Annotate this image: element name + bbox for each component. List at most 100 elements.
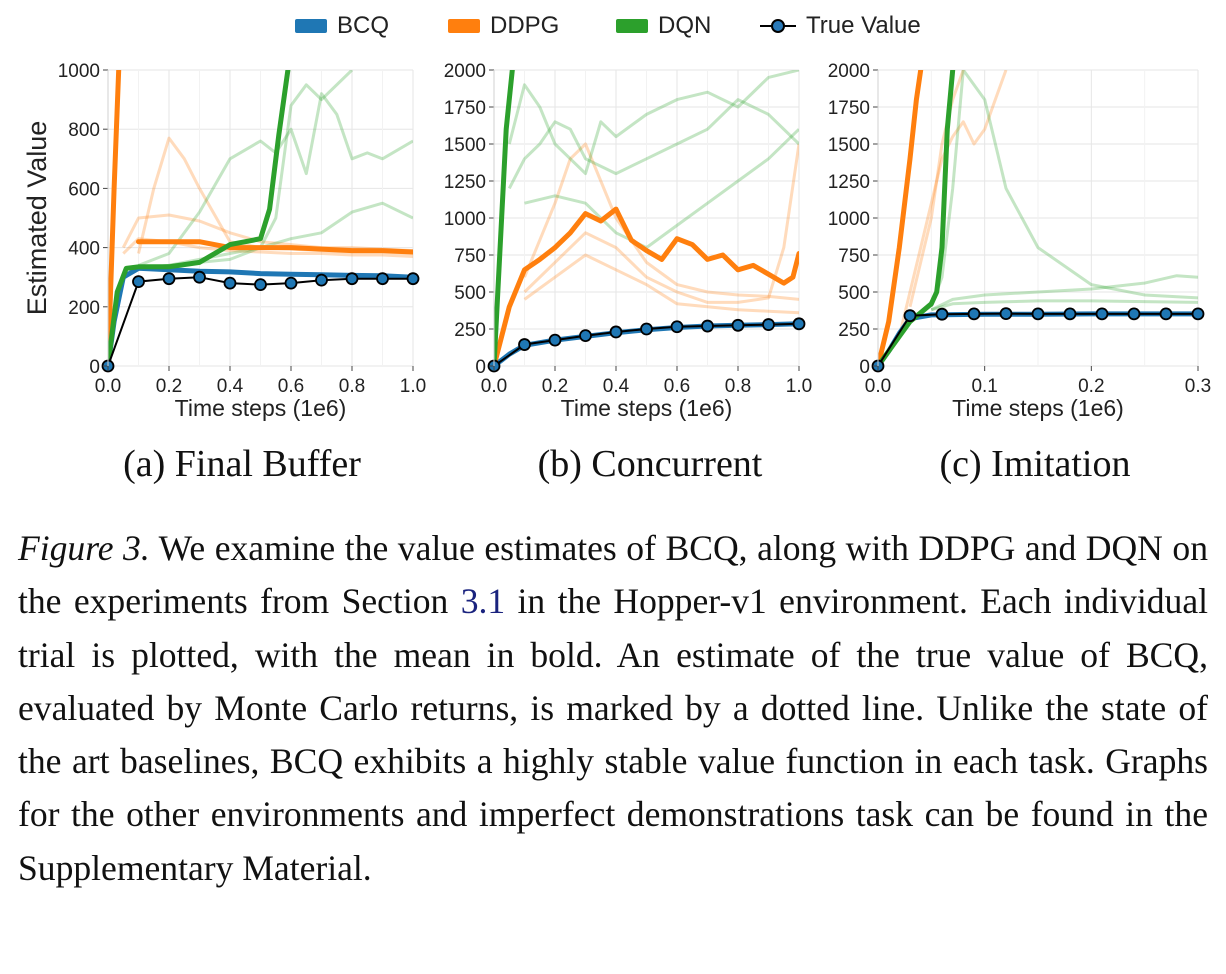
y-tick-label: 1250 — [828, 172, 870, 193]
x-tick-label: 0.8 — [725, 376, 751, 397]
x-tick-label: 0.6 — [278, 376, 304, 397]
y-tick-label: 1500 — [828, 135, 870, 156]
legend-line-marker-true-value — [760, 19, 796, 33]
y-tick-label: 500 — [454, 283, 486, 304]
true-value-point — [731, 318, 745, 332]
true-value-point — [1159, 307, 1173, 321]
y-tick-label: 1000 — [828, 209, 870, 230]
trial-line-dqn — [137, 92, 413, 267]
true-value-point — [1031, 307, 1045, 321]
grid — [493, 69, 800, 367]
figure-label: Figure 3. — [18, 528, 150, 568]
subcaption-concurrent: (b) Concurrent — [537, 443, 763, 485]
true-value-point — [762, 318, 775, 331]
x-tick-label: 0.6 — [664, 376, 690, 397]
y-tick-label: 2000 — [828, 61, 870, 82]
x-tick-label: 0.0 — [95, 376, 121, 397]
mean-line-dqn — [494, 70, 515, 366]
caption-text-part-1: We examine the value estimates of BCQ, a… — [18, 528, 1208, 622]
x-tick-label: 0.2 — [542, 376, 568, 397]
y-tick-label: 1500 — [444, 135, 486, 156]
x-tick-label: 0.0 — [865, 376, 891, 397]
x-axis-label: Time steps (1e6) — [952, 395, 1124, 421]
y-axis-label: Estimated Value — [22, 121, 52, 316]
mean-line-ddpg — [878, 70, 924, 366]
x-tick-label: 1.0 — [400, 376, 426, 397]
x-tick-label: 0.4 — [217, 376, 244, 397]
x-tick-label: 0.1 — [971, 376, 997, 397]
true-value-point — [1191, 307, 1205, 321]
true-value-point — [1063, 307, 1077, 321]
x-axis-label: Time steps (1e6) — [561, 395, 733, 421]
mean-line-ddpg — [108, 70, 413, 366]
mean-line-dqn — [108, 70, 291, 366]
y-tick-label: 1000 — [58, 61, 100, 82]
true-value-point — [376, 272, 389, 286]
legend-item-ddpg: DDPG — [448, 12, 559, 40]
y-tick-label: 1000 — [444, 209, 486, 230]
trial-line-dqn — [930, 299, 1198, 312]
true-value-point — [792, 317, 806, 331]
y-tick-label: 1250 — [444, 172, 486, 193]
y-tick-label: 400 — [68, 239, 100, 260]
trial-line-dqn — [507, 70, 799, 176]
true-value-point — [518, 338, 531, 351]
trial-line-dqn — [524, 128, 799, 250]
legend-label-bcq: BCQ — [337, 12, 390, 39]
legend-label-true-value: True Value — [806, 12, 921, 39]
plot-area — [108, 70, 413, 366]
chart-imitation: 0 250 500 750 1000 1250 1500 1750 2000 0.0 0.1 0.2 0… — [828, 61, 1211, 421]
trial-line-dqn — [930, 274, 1198, 312]
true-value-point — [132, 275, 145, 289]
legend-item-bcq: BCQ — [295, 12, 389, 40]
x-tick-label: 0.2 — [1078, 376, 1104, 397]
y-tick-label: 750 — [454, 246, 486, 267]
trial-line-dqn — [507, 98, 799, 190]
true-value-point — [903, 309, 917, 323]
true-value-point — [345, 272, 359, 286]
mean-line-ddpg — [494, 206, 799, 366]
x-tick-label: 0.3 — [1185, 376, 1211, 397]
y-tick-label: 200 — [68, 298, 100, 319]
section-reference-link[interactable]: 3.1 — [460, 581, 506, 622]
true-value-point — [701, 319, 714, 333]
true-value-point — [670, 320, 684, 334]
subcaption-imitation: (c) Imitation — [939, 443, 1131, 485]
plot-area — [494, 70, 799, 366]
true-value-point — [1095, 307, 1109, 321]
true-value-point — [223, 276, 237, 290]
true-value-point — [967, 307, 981, 321]
legend-item-true-value: True Value — [760, 12, 921, 40]
y-tick-label: 250 — [838, 320, 870, 341]
true-value-point — [254, 278, 267, 292]
trial-line-ddpg — [523, 143, 799, 304]
x-tick-label: 1.0 — [786, 376, 812, 397]
true-value-point — [1127, 307, 1141, 321]
true-value-point — [284, 276, 298, 290]
trial-line-ddpg — [908, 70, 965, 308]
true-value-point — [406, 272, 420, 286]
true-value-point — [548, 333, 562, 347]
legend-label-dqn: DQN — [658, 12, 712, 39]
y-tick-label: 800 — [68, 120, 100, 141]
x-axis-label: Time steps (1e6) — [175, 395, 347, 421]
legend-swatch-dqn — [616, 19, 648, 33]
chart-concurrent: 0 250 500 750 1000 1250 1500 1750 2000 0.0 0.2 0.4 0… — [444, 61, 812, 421]
y-tick-label: 600 — [68, 179, 100, 200]
y-tick-label: 2000 — [444, 61, 486, 82]
x-tick-label: 0.0 — [481, 376, 507, 397]
chart-final-buffer: 0 200 400 600 800 1000 0.0 0.2 0.4 0.6 0.8 1.0 Time … — [22, 61, 426, 421]
legend-swatch-ddpg — [448, 19, 480, 33]
y-tick-label: 1750 — [444, 98, 486, 119]
y-tick-label: 750 — [838, 246, 870, 267]
legend-swatch-bcq — [295, 19, 327, 33]
grid — [107, 69, 414, 367]
true-value-point — [162, 272, 176, 286]
trial-line-ddpg — [897, 70, 1008, 337]
x-tick-label: 0.8 — [339, 376, 365, 397]
y-tick-label: 500 — [838, 283, 870, 304]
y-tick-label: 0 — [859, 357, 870, 378]
y-tick-label: 0 — [89, 357, 100, 378]
subcaption-final-buffer: (a) Final Buffer — [123, 443, 361, 485]
x-tick-label: 0.2 — [156, 376, 182, 397]
